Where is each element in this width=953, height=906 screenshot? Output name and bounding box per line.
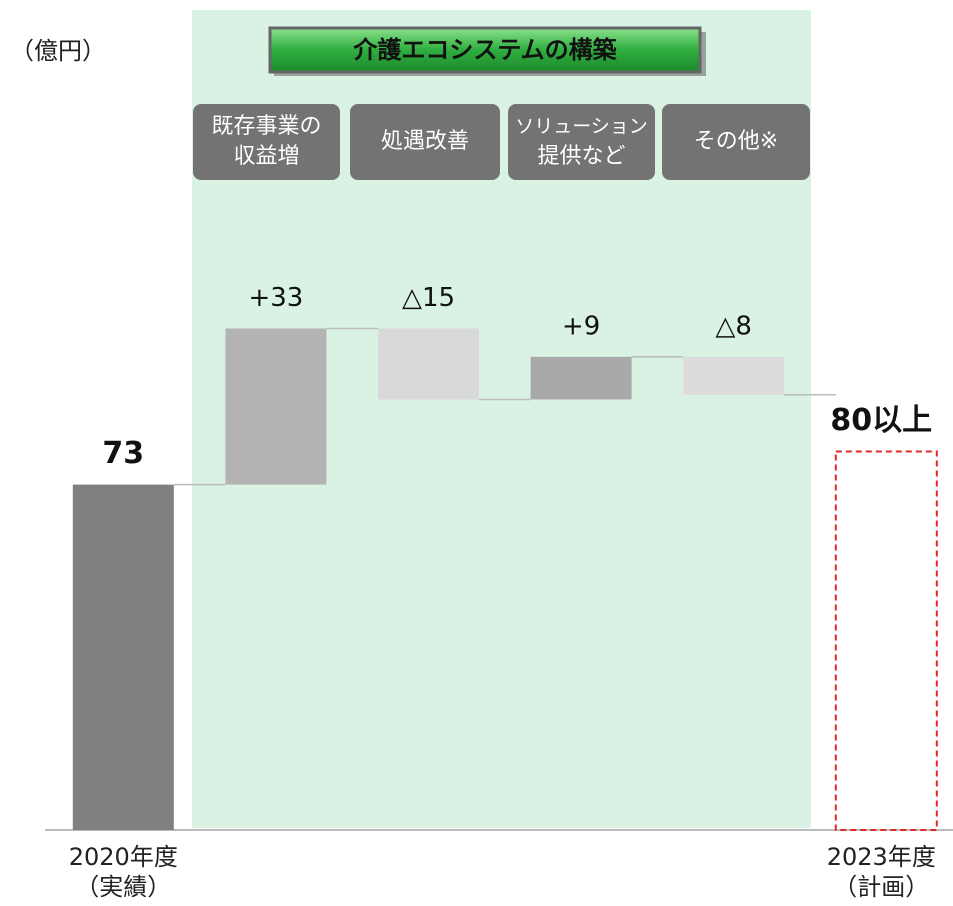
category-box: [508, 104, 655, 180]
x-tick-label: 2020年度: [69, 843, 178, 871]
category-label: 既存事業の: [211, 114, 321, 139]
data-label: +9: [562, 311, 600, 341]
category-label: 処遇改善: [381, 129, 469, 154]
data-label: 73: [102, 436, 144, 471]
x-tick-label: （計画）: [833, 873, 929, 901]
x-tick-label: 2023年度: [827, 843, 936, 871]
data-label: +33: [248, 283, 303, 313]
bar: [530, 356, 632, 400]
category-label: ソリューション: [515, 116, 648, 138]
data-label: 80以上: [830, 403, 932, 438]
data-label: △15: [402, 283, 455, 313]
category-label: 提供など: [537, 144, 625, 169]
bar: [72, 484, 174, 830]
data-label: △8: [715, 311, 752, 341]
category-label: その他※: [694, 129, 778, 154]
category-label: 収益増: [233, 144, 299, 169]
category-box: [193, 104, 340, 180]
category-box: [662, 104, 810, 180]
bar: [834, 450, 938, 831]
chart-title: 介護エコシステムの構築: [352, 36, 617, 64]
category-box: [350, 104, 500, 180]
banner: [268, 26, 702, 74]
bar: [378, 328, 479, 400]
y-axis-label: （億円）: [10, 37, 106, 65]
x-tick-label: （実績）: [75, 873, 171, 901]
bar: [683, 356, 785, 395]
bar: [225, 328, 327, 485]
